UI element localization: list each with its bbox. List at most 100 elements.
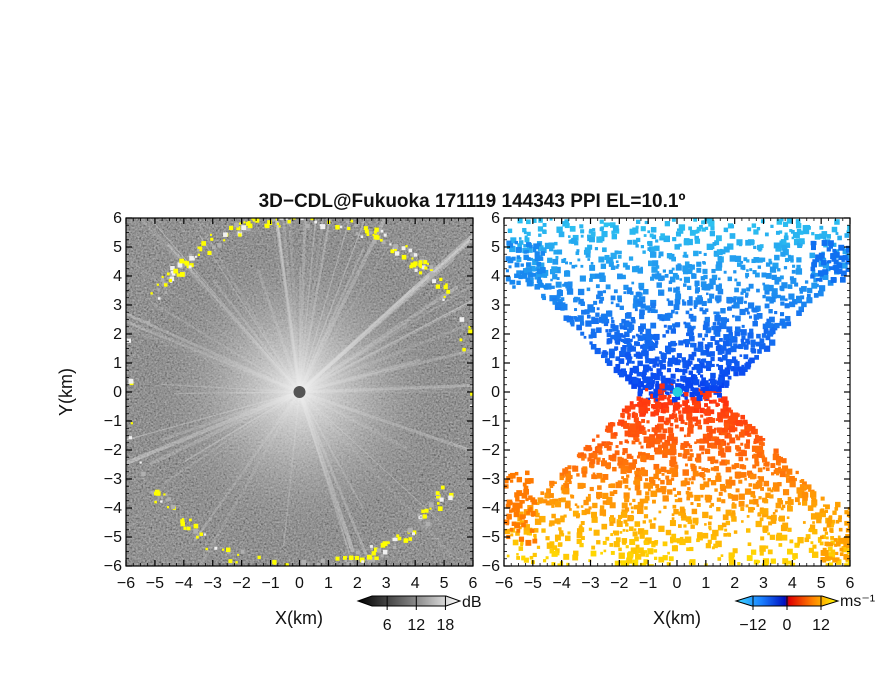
doppler-pixel xyxy=(723,405,727,410)
doppler-pixel xyxy=(589,306,596,313)
snr-ring-pixel xyxy=(446,289,451,294)
doppler-pixel xyxy=(588,453,594,458)
doppler-pixel xyxy=(792,264,796,268)
doppler-pixel xyxy=(743,300,747,304)
doppler-pixel xyxy=(653,410,659,416)
doppler-pixel xyxy=(832,557,838,563)
doppler-pixel xyxy=(822,547,827,552)
doppler-pixel xyxy=(637,476,643,481)
doppler-pixel xyxy=(685,310,690,315)
doppler-pixel xyxy=(564,270,571,277)
doppler-pixel xyxy=(543,559,547,563)
doppler-pixel xyxy=(688,296,693,301)
snr-ring-pixel xyxy=(448,495,453,501)
doppler-pixel xyxy=(650,276,655,281)
doppler-pixel xyxy=(810,541,814,545)
doppler-pixel xyxy=(661,358,666,363)
snr-ring-pixel xyxy=(375,556,379,561)
doppler-pixel xyxy=(658,556,665,563)
doppler-pixel xyxy=(606,426,613,433)
doppler-pixel xyxy=(590,462,594,466)
doppler-pixel xyxy=(524,237,530,243)
doppler-pixel xyxy=(708,378,712,382)
doppler-pixel xyxy=(545,556,549,560)
doppler-pixel xyxy=(776,219,783,225)
doppler-pixel xyxy=(824,556,830,561)
snr-ring-pixel xyxy=(128,378,134,384)
doppler-pixel xyxy=(809,524,816,530)
doppler-pixel xyxy=(642,343,649,350)
snr-ring-pixel xyxy=(373,230,377,234)
snr-ring-pixel xyxy=(373,547,379,553)
doppler-pixel xyxy=(549,499,555,505)
doppler-pixel xyxy=(632,411,636,415)
doppler-pixel xyxy=(814,512,821,518)
doppler-pixel xyxy=(602,458,606,461)
doppler-pixel xyxy=(558,231,565,238)
doppler-pixel xyxy=(708,527,712,531)
doppler-pixel xyxy=(641,418,646,423)
doppler-pixel xyxy=(684,536,692,543)
doppler-pixel xyxy=(632,365,639,372)
doppler-pixel xyxy=(684,392,689,397)
doppler-pixel xyxy=(596,461,600,465)
doppler-pixel xyxy=(741,288,746,294)
doppler-pixel xyxy=(756,504,760,507)
doppler-pixel xyxy=(575,251,580,256)
doppler-pixel xyxy=(617,273,623,280)
doppler-x-tick-label: 2 xyxy=(730,575,739,592)
doppler-pixel xyxy=(549,247,554,252)
doppler-pixel xyxy=(708,385,715,392)
doppler-pixel xyxy=(609,483,613,488)
doppler-pixel xyxy=(810,240,816,246)
doppler-pixel xyxy=(644,409,649,414)
doppler-pixel xyxy=(585,252,591,258)
doppler-pixel xyxy=(711,442,718,449)
doppler-pixel xyxy=(647,483,654,489)
doppler-pixel xyxy=(692,387,699,395)
doppler-pixel xyxy=(776,532,783,539)
doppler-pixel xyxy=(730,512,736,518)
doppler-pixel xyxy=(521,492,528,499)
doppler-pixel xyxy=(740,338,745,343)
doppler-pixel xyxy=(614,228,620,234)
snr-x-tick-label: 2 xyxy=(353,575,362,592)
doppler-pixel xyxy=(780,239,787,245)
doppler-pixel xyxy=(689,391,695,398)
doppler-pixel xyxy=(837,235,842,241)
doppler-pixel xyxy=(523,488,529,495)
doppler-pixel xyxy=(612,453,617,458)
snr-ring-pixel xyxy=(285,213,289,217)
doppler-x-tick-label: 5 xyxy=(817,575,826,592)
doppler-pixel xyxy=(634,301,641,307)
snr-ring-pixel xyxy=(276,222,280,226)
doppler-pixel xyxy=(830,536,835,540)
snr-ring-pixel xyxy=(432,279,436,284)
doppler-pixel xyxy=(713,466,719,472)
doppler-pixel xyxy=(599,227,604,232)
doppler-pixel xyxy=(521,272,528,279)
doppler-y-tick-label: 3 xyxy=(491,297,500,314)
doppler-pixel xyxy=(761,457,768,463)
doppler-pixel xyxy=(686,238,693,246)
doppler-pixel xyxy=(701,451,704,455)
doppler-pixel xyxy=(769,266,777,273)
doppler-pixel xyxy=(587,493,591,497)
doppler-pixel xyxy=(691,397,698,403)
doppler-pixel xyxy=(714,488,718,492)
doppler-pixel xyxy=(516,502,523,509)
snr-ring-pixel xyxy=(243,221,246,224)
doppler-pixel xyxy=(663,505,667,509)
doppler-pixel xyxy=(653,388,660,395)
doppler-pixel xyxy=(715,311,720,316)
doppler-pixel xyxy=(694,391,700,397)
doppler-pixel xyxy=(670,328,677,334)
snr-ring-pixel xyxy=(156,283,159,286)
doppler-pixel xyxy=(660,363,666,370)
doppler-pixel xyxy=(674,298,681,305)
doppler-pixel xyxy=(618,250,622,255)
doppler-pixel xyxy=(777,294,781,299)
doppler-pixel xyxy=(754,458,759,463)
doppler-pixel xyxy=(831,226,838,233)
doppler-pixel xyxy=(781,504,786,509)
